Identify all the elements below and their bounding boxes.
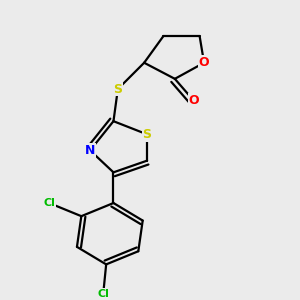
Text: Cl: Cl [43, 198, 55, 208]
Text: S: S [142, 128, 152, 141]
Text: O: O [188, 94, 199, 107]
Text: N: N [85, 144, 95, 157]
Text: S: S [113, 82, 122, 96]
Text: O: O [199, 56, 209, 69]
Text: Cl: Cl [97, 289, 109, 298]
